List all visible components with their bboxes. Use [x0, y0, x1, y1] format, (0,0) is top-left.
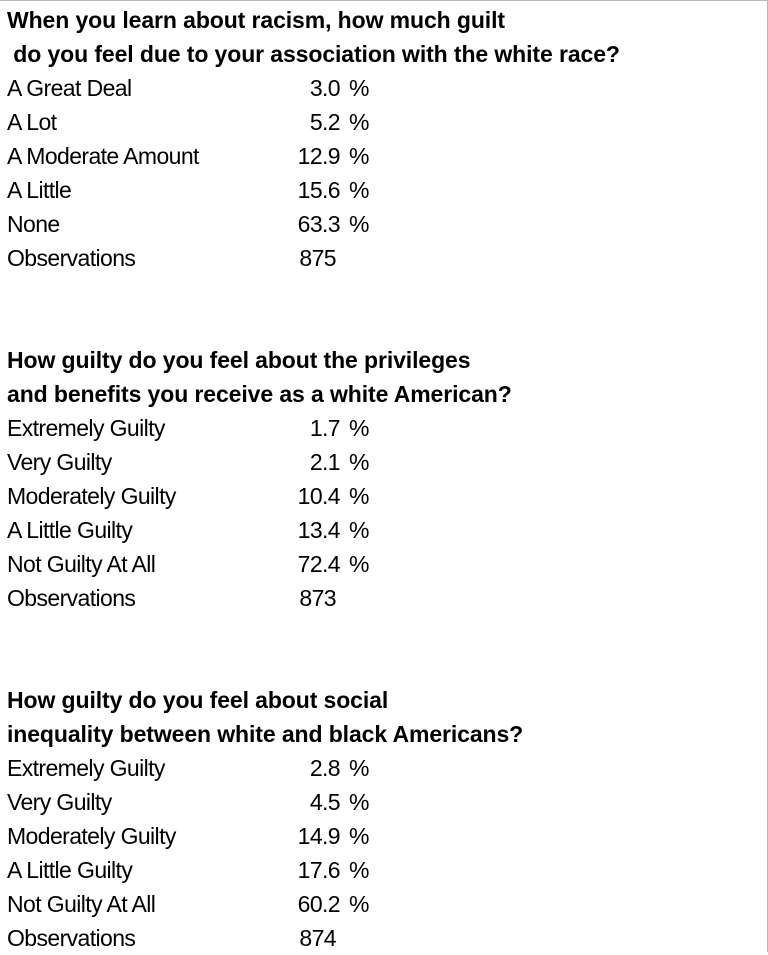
observations-label: Observations: [7, 925, 136, 951]
row-label: A Little Guilty: [7, 857, 133, 883]
row-unit: %: [349, 449, 369, 475]
table-row: Not Guilty At All 72.4 %: [0, 547, 768, 581]
row-unit: %: [349, 755, 369, 781]
question-title-line-2: inequality between white and black Ameri…: [7, 721, 524, 747]
table-row: Not Guilty At All 60.2 %: [0, 887, 768, 921]
table-row: Very Guilty 2.1 %: [0, 445, 768, 479]
row-value: 10.4: [297, 483, 341, 509]
question-title-line-1: When you learn about racism, how much gu…: [7, 7, 505, 33]
row-unit: %: [349, 483, 369, 509]
row-value: 17.6: [297, 857, 341, 883]
row-label: Very Guilty: [7, 449, 112, 475]
table-row: A Great Deal 3.0 %: [0, 71, 768, 105]
row-value: 2.1: [309, 449, 341, 475]
observations-row: Observations 874: [0, 921, 768, 955]
table-row: Extremely Guilty 2.8 %: [0, 751, 768, 785]
row-value: 12.9: [297, 143, 341, 169]
row-value: 60.2: [297, 891, 341, 917]
row-label: None: [7, 211, 60, 237]
question-title-line-2: do you feel due to your association with…: [7, 41, 620, 67]
row-unit: %: [349, 415, 369, 441]
observations-count: 873: [299, 585, 336, 611]
row-value: 15.6: [297, 177, 341, 203]
row-label: Not Guilty At All: [7, 551, 156, 577]
row-unit: %: [349, 75, 369, 101]
table-row: A Little Guilty 13.4 %: [0, 513, 768, 547]
row-unit: %: [349, 211, 369, 237]
row-unit: %: [349, 517, 369, 543]
row-unit: %: [349, 891, 369, 917]
observations-count: 874: [299, 925, 336, 951]
row-value: 3.0: [309, 75, 341, 101]
table-row: Extremely Guilty 1.7 %: [0, 411, 768, 445]
observations-label: Observations: [7, 245, 136, 271]
row-value: 1.7: [309, 415, 341, 441]
row-label: Very Guilty: [7, 789, 112, 815]
row-label: Extremely Guilty: [7, 415, 165, 441]
row-unit: %: [349, 551, 369, 577]
table-row: None 63.3 %: [0, 207, 768, 241]
row-value: 4.5: [309, 789, 341, 815]
row-unit: %: [349, 857, 369, 883]
row-label: A Little: [7, 177, 72, 203]
table-row: Moderately Guilty 10.4 %: [0, 479, 768, 513]
table-row: A Lot 5.2 %: [0, 105, 768, 139]
table-row: Moderately Guilty 14.9 %: [0, 819, 768, 853]
row-label: Not Guilty At All: [7, 891, 156, 917]
table-row: A Little Guilty 17.6 %: [0, 853, 768, 887]
row-value: 63.3: [297, 211, 341, 237]
question-title-line-1: How guilty do you feel about the privile…: [7, 347, 471, 373]
row-value: 72.4: [297, 551, 341, 577]
row-value: 13.4: [297, 517, 341, 543]
row-label: A Little Guilty: [7, 517, 133, 543]
question-title-line-1: How guilty do you feel about social: [7, 687, 389, 713]
row-unit: %: [349, 109, 369, 135]
observations-row: Observations 875: [0, 241, 768, 275]
table-row: A Little 15.6 %: [0, 173, 768, 207]
row-unit: %: [349, 143, 369, 169]
row-value: 5.2: [309, 109, 341, 135]
row-unit: %: [349, 177, 369, 203]
row-value: 14.9: [297, 823, 341, 849]
row-label: A Great Deal: [7, 75, 132, 101]
row-unit: %: [349, 823, 369, 849]
observations-count: 875: [299, 245, 336, 271]
question-title-line-2: and benefits you receive as a white Amer…: [7, 381, 512, 407]
table-row: Very Guilty 4.5 %: [0, 785, 768, 819]
row-value: 2.8: [309, 755, 341, 781]
observations-label: Observations: [7, 585, 136, 611]
observations-row: Observations 873: [0, 581, 768, 615]
row-label: A Moderate Amount: [7, 143, 199, 169]
table-row: A Moderate Amount 12.9 %: [0, 139, 768, 173]
row-label: A Lot: [7, 109, 57, 135]
row-label: Moderately Guilty: [7, 483, 176, 509]
row-label: Extremely Guilty: [7, 755, 165, 781]
row-unit: %: [349, 789, 369, 815]
row-label: Moderately Guilty: [7, 823, 176, 849]
